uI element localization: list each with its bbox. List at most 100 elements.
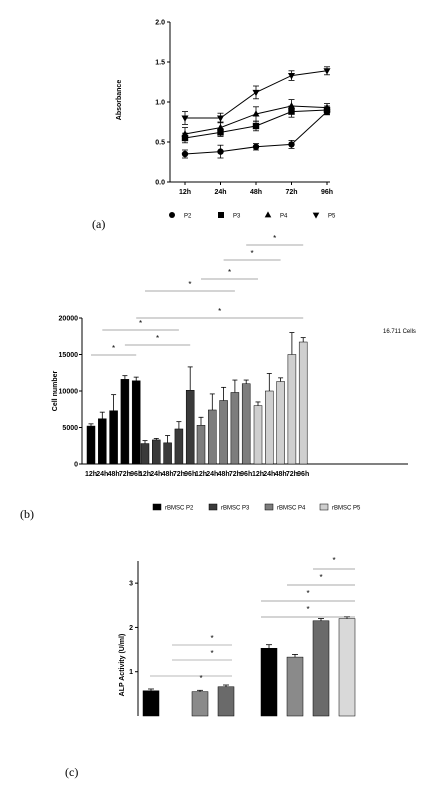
bar-rbmsc-p3 xyxy=(152,439,161,465)
data-point-p5 xyxy=(252,89,260,97)
chart-b-xtick-label: 96h xyxy=(184,471,196,478)
bar-rbmsc-p2 xyxy=(120,379,130,465)
chart-b-ytick-label: 20000 xyxy=(59,316,79,323)
data-point-p3 xyxy=(252,122,260,130)
chart-c-ytick-label: 1 xyxy=(129,669,133,676)
chart-b-xtick-label: 72h xyxy=(173,471,185,478)
chart-a-ytick-label: 1.0 xyxy=(155,100,165,107)
legend-label-p4: P4 xyxy=(280,214,288,220)
legend-label-p2: P2 xyxy=(184,214,192,220)
legend-marker-p5 xyxy=(312,212,320,219)
chart-b-ytick-label: 15000 xyxy=(59,352,79,359)
chart-b-xtick-label: 24h xyxy=(96,471,108,478)
significance-star: * xyxy=(306,605,309,614)
bar-rbmsc-p4 xyxy=(230,392,240,465)
legend-label: rBMSC P3 xyxy=(221,506,250,512)
absorbance-line-chart: Absorbance 0.0 0.5 1.0 1.5 2.0 12h 24h 48h 72h 96… xyxy=(116,20,336,220)
legend-swatch xyxy=(264,503,274,511)
chart-b-ytick-label: 0 xyxy=(74,462,78,469)
data-point-p4 xyxy=(252,110,260,117)
chart-a-ytick-label: 1.5 xyxy=(155,60,165,67)
chart-b-xtick-label: 48h xyxy=(162,471,174,478)
significance-star: * xyxy=(332,556,335,565)
chart-a-ytick-label: 0.5 xyxy=(155,140,165,147)
significance-star: * xyxy=(210,649,213,658)
alp-bar xyxy=(217,686,235,717)
data-point-p5 xyxy=(181,115,189,122)
chart-b-xtick-label: 48h xyxy=(218,471,230,478)
bar-rbmsc-p2 xyxy=(86,425,96,465)
bar-rbmsc-p4 xyxy=(241,383,251,465)
chart-c-ylabel: ALP Activity (U/ml) xyxy=(119,634,126,697)
data-point-p2 xyxy=(288,141,295,148)
bar-rbmsc-p4 xyxy=(219,400,228,465)
chart-b-ytick-label: 10000 xyxy=(59,389,79,396)
chart-a-xtick-label: 72h xyxy=(285,189,297,196)
chart-b-xtick-label: 96h xyxy=(130,471,142,478)
data-point-p4 xyxy=(216,123,225,131)
legend-label: rBMSC P2 xyxy=(165,506,194,512)
significance-star: * xyxy=(139,319,142,328)
data-point-p4 xyxy=(287,102,296,109)
chart-b-ylabel: Cell number xyxy=(52,370,59,411)
chart-a-ylabel: Absorbance xyxy=(116,80,123,121)
data-point-p2 xyxy=(252,143,260,150)
chart-b-xtick-label: 12h xyxy=(139,471,151,478)
panel-label-c: (c) xyxy=(65,765,78,779)
alp-bar xyxy=(338,618,356,717)
legend-swatch xyxy=(152,503,162,511)
data-point-p5 xyxy=(323,68,331,75)
bar-rbmsc-p2 xyxy=(98,418,107,465)
bar-rbmsc-p2 xyxy=(131,380,141,465)
legend-label: rBMSC P5 xyxy=(332,506,361,512)
chart-b-xtick-label: 72h xyxy=(286,471,298,478)
alp-bar xyxy=(286,656,304,717)
bar-rbmsc-p4 xyxy=(208,409,217,465)
panel-label-a: (a) xyxy=(92,217,105,231)
chart-b-xtick-label: 24h xyxy=(206,471,218,478)
significance-star: * xyxy=(273,234,276,243)
legend-marker-p3 xyxy=(218,212,224,218)
chart-c-ytick-label: 3 xyxy=(129,581,133,588)
data-point-p2 xyxy=(217,148,224,155)
chart-b-xtick-label: 72h xyxy=(229,471,241,478)
chart-b-xtick-label: 96h xyxy=(297,471,309,478)
chart-b-xtick-label: 24h xyxy=(150,471,162,478)
legend-swatch xyxy=(208,503,218,511)
significance-star: * xyxy=(188,280,191,289)
legend-marker-p2 xyxy=(169,212,175,218)
significance-star: * xyxy=(199,674,202,683)
alp-activity-bar-chart: ALP Activity (U/ml) 1 2 3 * * * * * * * xyxy=(119,556,356,717)
significance-star: * xyxy=(228,268,231,277)
data-point-p5 xyxy=(216,115,225,122)
panel-label-b: (b) xyxy=(20,507,34,521)
bar-rbmsc-p5 xyxy=(298,341,308,465)
chart-a-ytick-label: 2.0 xyxy=(155,20,165,27)
chart-a-xtick-label: 24h xyxy=(214,189,226,196)
bar-rbmsc-p5 xyxy=(287,354,297,465)
chart-b-xtick-label: 12h xyxy=(85,471,97,478)
chart-b-xtick-label: 48h xyxy=(108,471,120,478)
chart-a-xtick-label: 96h xyxy=(321,189,333,196)
chart-c-ytick-label: 2 xyxy=(129,625,133,632)
chart-b-xtick-label: 24h xyxy=(263,471,275,478)
legend-marker-p4 xyxy=(264,211,272,218)
chart-a-xtick-label: 48h xyxy=(250,189,262,196)
bar-rbmsc-p3 xyxy=(185,390,195,465)
chart-b-xtick-label: 96h xyxy=(240,471,252,478)
data-point-p4 xyxy=(323,103,331,111)
chart-b-xtick-label: 12h xyxy=(195,471,207,478)
bar-rbmsc-p5 xyxy=(265,390,274,465)
chart-b-ytick-label: 5000 xyxy=(62,425,78,432)
chart-b-xtick-label: 12h xyxy=(252,471,264,478)
chart-a-ytick-label: 0.0 xyxy=(155,180,165,187)
bar-rbmsc-p5 xyxy=(253,405,263,465)
legend-swatch xyxy=(319,503,329,511)
data-point-p4 xyxy=(181,130,189,137)
data-point-p2 xyxy=(181,150,189,158)
legend-label-p5: P5 xyxy=(328,214,336,220)
alp-bar xyxy=(191,691,209,717)
chart-b-xtick-label: 48h xyxy=(275,471,287,478)
bar-rbmsc-p3 xyxy=(163,442,172,465)
